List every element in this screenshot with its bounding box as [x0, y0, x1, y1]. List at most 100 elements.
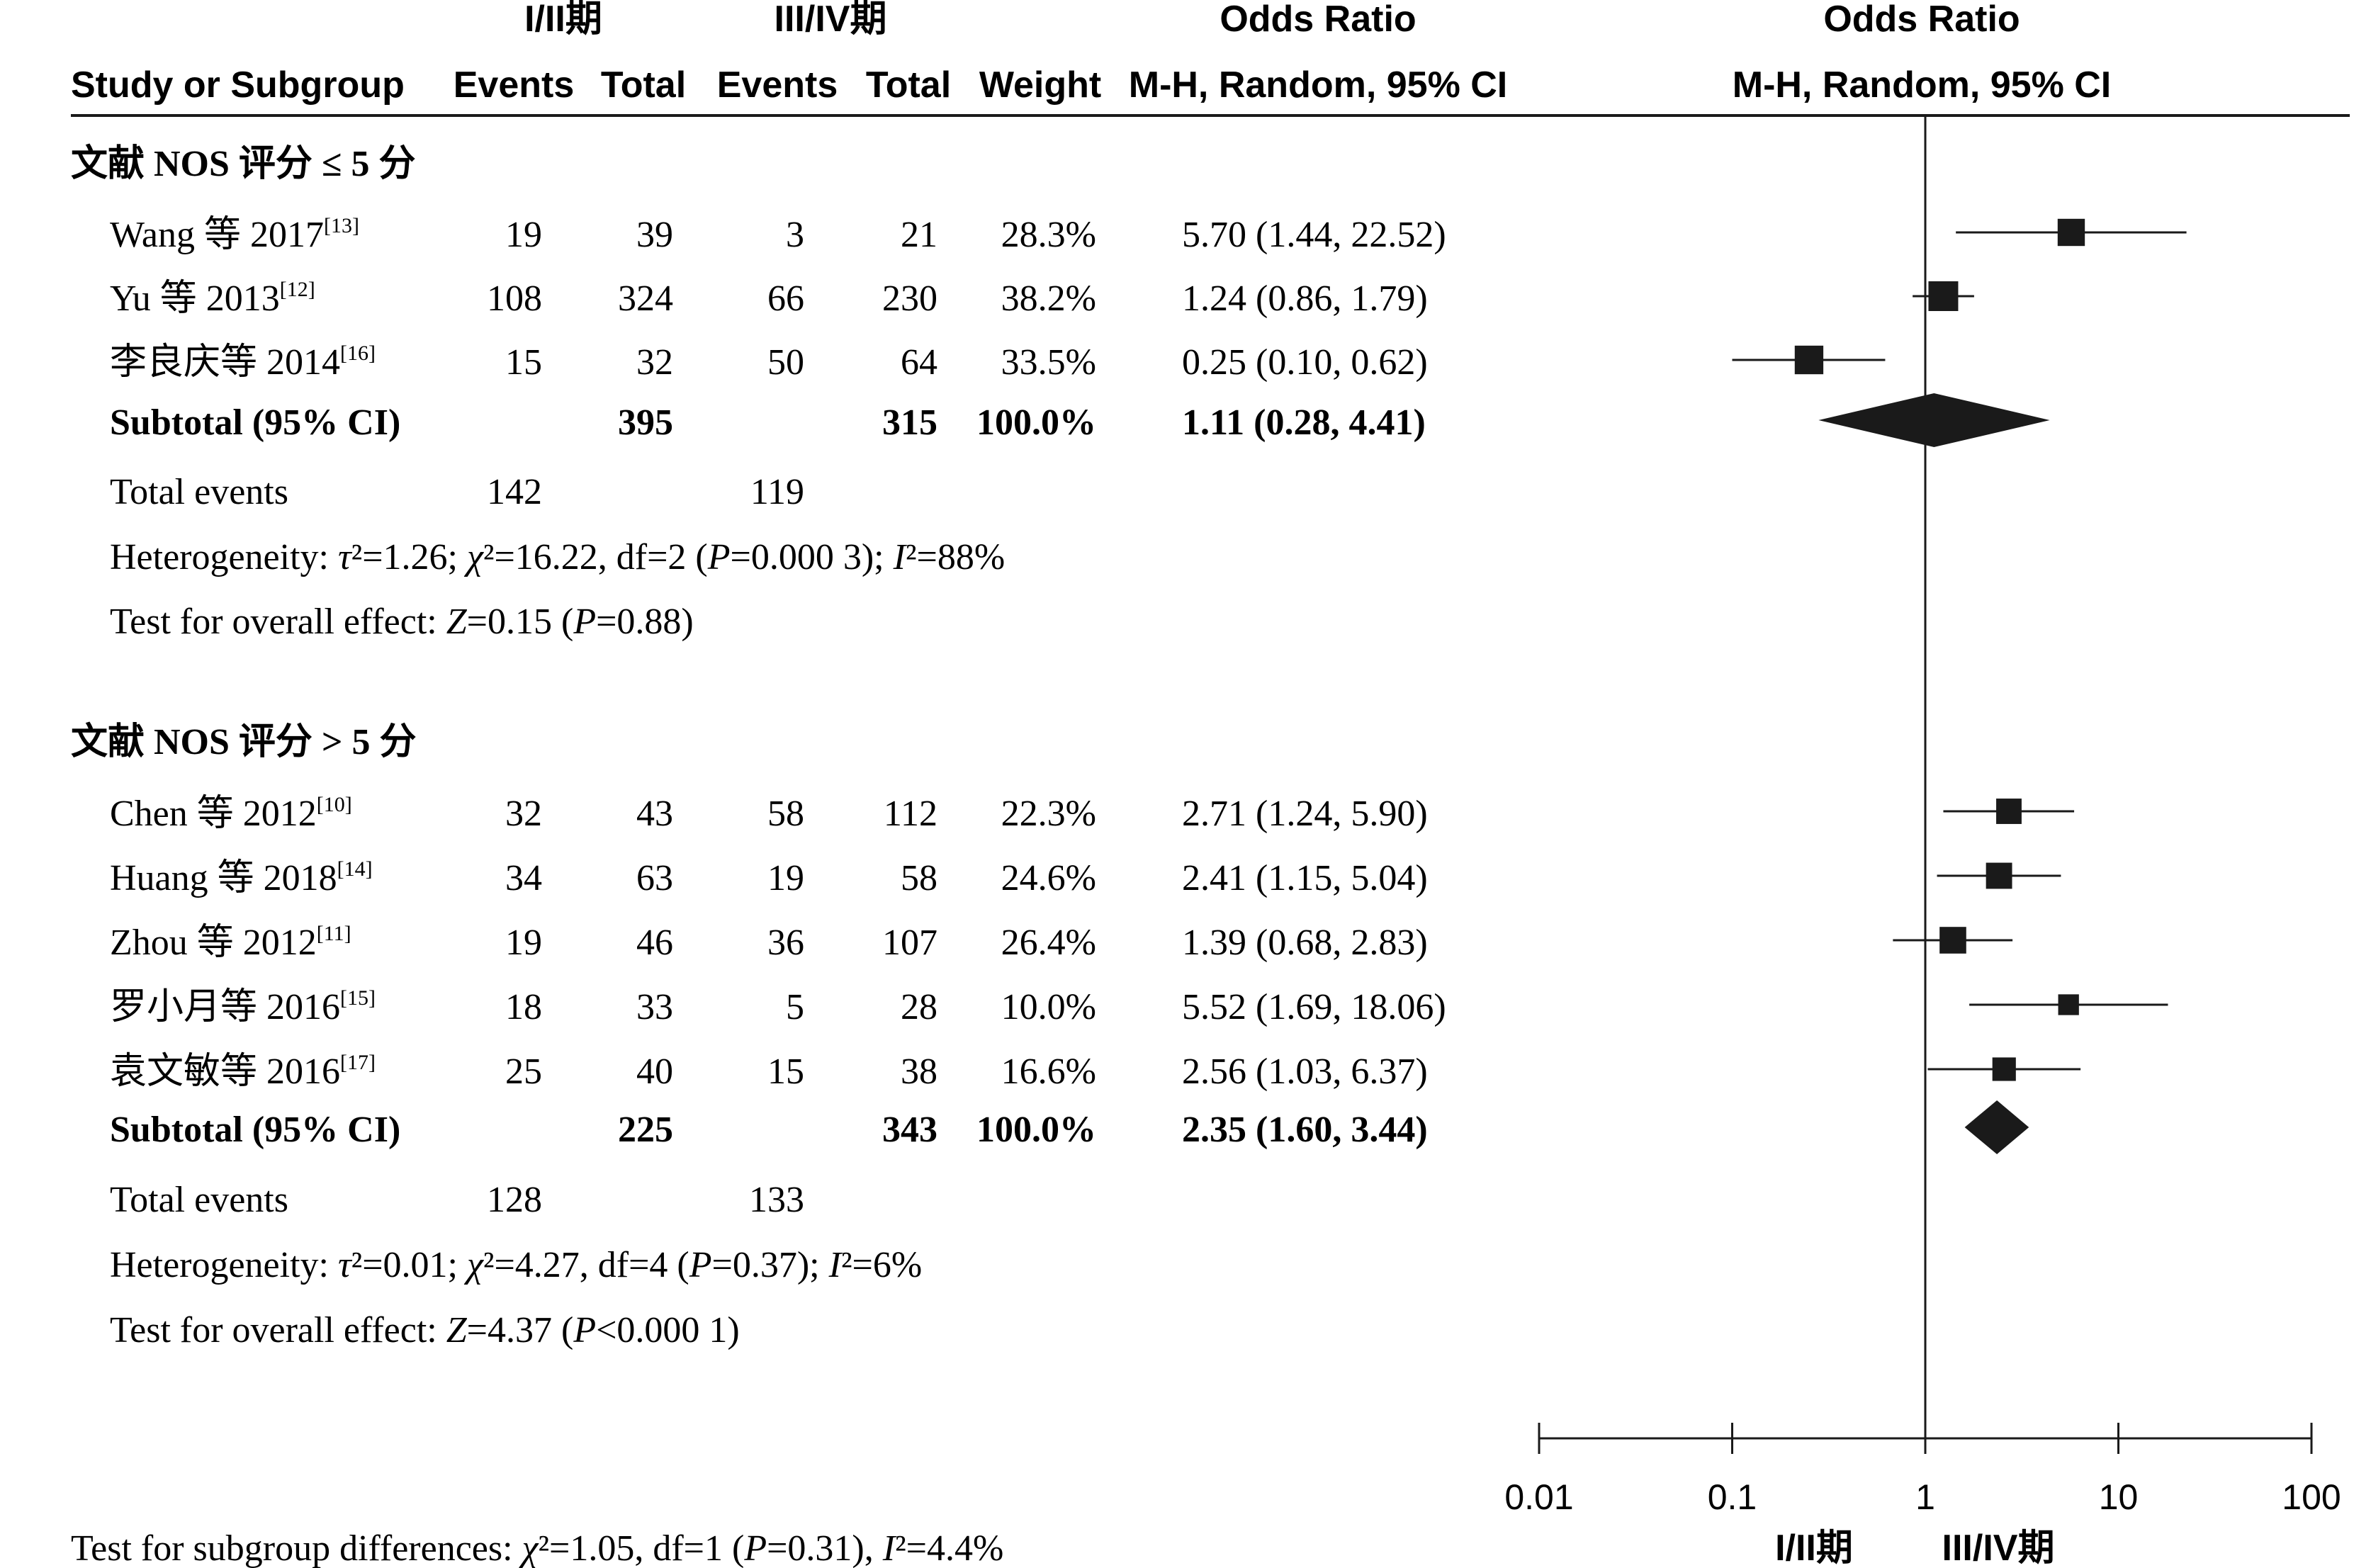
- header-group1: I/II期: [524, 0, 602, 40]
- study-ci: 5.52 (1.69, 18.06): [1182, 987, 1446, 1027]
- study-name: Yu 等 2013[12]: [110, 278, 315, 319]
- header-events2: Events: [717, 64, 838, 106]
- study-total2: 58: [901, 858, 937, 898]
- x-tick-label: 100: [2282, 1477, 2341, 1517]
- study-total1: 40: [636, 1051, 673, 1092]
- study-weight: 38.2%: [1001, 278, 1096, 319]
- study-name: 罗小月等 2016[15]: [110, 986, 376, 1027]
- study-total2: 112: [884, 794, 937, 834]
- study-name: Zhou 等 2012[11]: [110, 922, 351, 963]
- study-square: [1794, 345, 1824, 375]
- study-name: 李良庆等 2014[16]: [110, 342, 376, 383]
- study-square: [1986, 862, 2012, 889]
- header-group2: III/IV期: [775, 0, 887, 40]
- study-square: [1939, 927, 1966, 954]
- study-events1: 34: [505, 858, 542, 898]
- study-events1: 108: [487, 278, 542, 319]
- study-weight: 33.5%: [1001, 342, 1096, 383]
- study-events1: 18: [505, 987, 542, 1027]
- study-events2: 3: [786, 215, 804, 255]
- favours-left: I/II期: [1775, 1528, 1853, 1568]
- study-events2: 15: [767, 1051, 804, 1092]
- study-total2: 38: [901, 1051, 937, 1092]
- study-events1: 15: [505, 342, 542, 383]
- subtotal-label: Subtotal (95% CI): [110, 402, 400, 443]
- heterogeneity-text: Heterogeneity: τ²=1.26; χ²=16.22, df=2 (…: [110, 537, 1005, 577]
- study-total1: 324: [618, 278, 673, 319]
- study-events1: 19: [505, 923, 542, 963]
- header-events1: Events: [454, 64, 575, 106]
- study-events2: 50: [767, 342, 804, 383]
- study-square: [1996, 799, 2022, 824]
- study-total1: 32: [636, 342, 673, 383]
- study-events1: 32: [505, 794, 542, 834]
- subtotal-ci: 2.35 (1.60, 3.44): [1182, 1110, 1428, 1150]
- study-weight: 24.6%: [1001, 858, 1096, 898]
- study-total1: 63: [636, 858, 673, 898]
- header-total2: Total: [866, 64, 951, 106]
- study-name: Chen 等 2012[10]: [110, 793, 352, 834]
- x-tick-label: 0.1: [1708, 1477, 1757, 1517]
- overall-effect-text: Test for overall effect: Z=0.15 (P=0.88): [110, 602, 694, 642]
- subtotal-diamond: [1964, 1100, 2029, 1154]
- study-name: Wang 等 2017[13]: [110, 214, 359, 255]
- study-events2: 58: [767, 794, 804, 834]
- subtotal-total1: 225: [618, 1110, 673, 1150]
- heterogeneity-text: Heterogeneity: τ²=0.01; χ²=4.27, df=4 (P…: [110, 1245, 922, 1285]
- total-events1: 128: [487, 1180, 542, 1220]
- total-events-label: Total events: [110, 1180, 288, 1220]
- study-ci: 2.71 (1.24, 5.90): [1182, 794, 1428, 834]
- subtotal-weight: 100.0%: [976, 1110, 1096, 1150]
- study-name: Huang 等 2018[14]: [110, 857, 373, 898]
- study-total2: 230: [882, 278, 937, 319]
- study-events1: 19: [505, 215, 542, 255]
- total-events1: 142: [487, 472, 542, 512]
- study-events2: 66: [767, 278, 804, 319]
- study-total2: 21: [901, 215, 937, 255]
- study-ci: 1.24 (0.86, 1.79): [1182, 278, 1428, 319]
- study-total1: 39: [636, 215, 673, 255]
- favours-right: III/IV期: [1942, 1528, 2055, 1568]
- study-total2: 107: [882, 923, 937, 963]
- study-total2: 64: [901, 342, 937, 383]
- study-weight: 16.6%: [1001, 1051, 1096, 1092]
- study-ci: 0.25 (0.10, 0.62): [1182, 342, 1428, 383]
- study-events1: 25: [505, 1051, 542, 1092]
- header-odds-ratio: Odds Ratio: [1220, 0, 1416, 40]
- study-total1: 43: [636, 794, 673, 834]
- header-weight: Weight: [979, 64, 1101, 106]
- total-events2: 133: [749, 1180, 804, 1220]
- x-tick-label: 10: [2099, 1477, 2139, 1517]
- overall-effect-text: Test for overall effect: Z=4.37 (P<0.000…: [110, 1310, 740, 1350]
- study-ci: 1.39 (0.68, 2.83): [1182, 923, 1428, 963]
- subgroup-differences-text: Test for subgroup differences: χ²=1.05, …: [71, 1528, 1003, 1568]
- study-total1: 33: [636, 987, 673, 1027]
- study-total2: 28: [901, 987, 937, 1027]
- header-study-col: Study or Subgroup: [71, 64, 405, 106]
- study-weight: 26.4%: [1001, 923, 1096, 963]
- study-events2: 19: [767, 858, 804, 898]
- subtotal-label: Subtotal (95% CI): [110, 1110, 400, 1150]
- study-square: [1928, 281, 1959, 311]
- study-weight: 22.3%: [1001, 794, 1096, 834]
- study-square: [1992, 1057, 2016, 1081]
- subtotal-total2: 315: [882, 402, 937, 443]
- header-ci-method-plot: M-H, Random, 95% CI: [1733, 64, 2112, 106]
- x-tick-label: 1: [1915, 1477, 1935, 1517]
- x-tick-label: 0.01: [1504, 1477, 1573, 1517]
- subtotal-diamond: [1818, 393, 2050, 447]
- total-events-label: Total events: [110, 472, 288, 512]
- study-ci: 2.41 (1.15, 5.04): [1182, 858, 1428, 898]
- header-odds-ratio-plot: Odds Ratio: [1823, 0, 2020, 40]
- subtotal-weight: 100.0%: [976, 402, 1096, 443]
- header-ci-method: M-H, Random, 95% CI: [1129, 64, 1508, 106]
- study-events2: 36: [767, 923, 804, 963]
- study-total1: 46: [636, 923, 673, 963]
- study-weight: 28.3%: [1001, 215, 1096, 255]
- study-ci: 5.70 (1.44, 22.52): [1182, 215, 1446, 255]
- study-ci: 2.56 (1.03, 6.37): [1182, 1051, 1428, 1092]
- subtotal-ci: 1.11 (0.28, 4.41): [1182, 402, 1426, 443]
- study-weight: 10.0%: [1001, 987, 1096, 1027]
- subtotal-total2: 343: [882, 1110, 937, 1150]
